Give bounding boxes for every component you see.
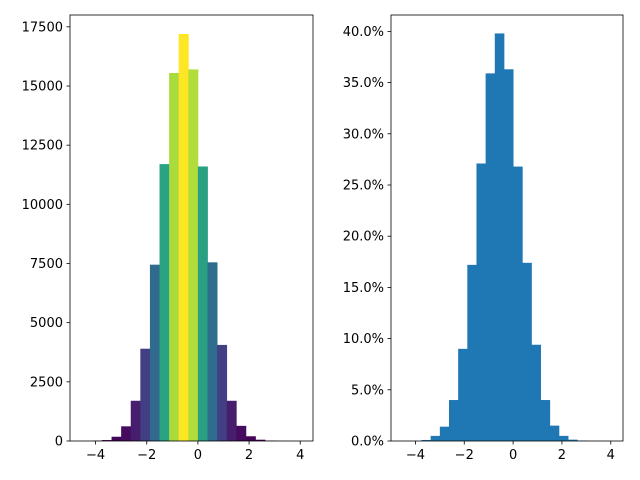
- y-tick-label: 0: [55, 435, 63, 450]
- axes-frame: [69, 14, 314, 442]
- bar: [449, 400, 459, 441]
- bar: [226, 400, 237, 441]
- x-tick-label: 4: [607, 448, 615, 463]
- bar: [568, 439, 578, 441]
- bar: [121, 426, 132, 441]
- x-tick-label: 0: [194, 448, 202, 463]
- y-axis: 0 2500 5000 7500 10000 12500 15000 17500: [22, 20, 70, 450]
- bar: [430, 435, 441, 441]
- x-tick-label: 2: [558, 448, 566, 463]
- y-tick-label: 15.0%: [343, 281, 384, 296]
- bar: [421, 439, 432, 441]
- bar: [540, 400, 551, 441]
- bar: [558, 435, 569, 441]
- y-tick-label: 35.0%: [343, 76, 384, 91]
- x-axis: −4 −2 0 2 4: [406, 441, 615, 463]
- bar: [439, 426, 450, 441]
- bar: [111, 436, 122, 441]
- bar: [207, 262, 218, 441]
- bar: [485, 73, 496, 442]
- y-tick-label: 0.0%: [351, 435, 384, 450]
- bar: [513, 166, 523, 441]
- x-axis: −4 −2 0 2 4: [86, 441, 304, 463]
- histogram-percent-chart: −4 −2 0 2 40.0%5.0%10.0%15.0%20.0%25.0%30.0%…: [343, 14, 624, 463]
- bars: [92, 33, 304, 442]
- bar: [236, 425, 247, 441]
- histogram-counts-chart: −4 −2 0 2 4 0 2500 5000 7500 10000 12500 15000 17500: [22, 14, 314, 463]
- y-tick-label: 5.0%: [351, 383, 384, 398]
- y-tick-label: 25.0%: [343, 178, 384, 193]
- axes-frame: [390, 14, 624, 442]
- x-tick-label: −4: [86, 448, 105, 463]
- bar: [130, 400, 141, 441]
- bar: [178, 33, 189, 442]
- x-tick-label: 2: [245, 448, 253, 463]
- bar: [458, 348, 468, 441]
- bar: [159, 164, 170, 441]
- bar: [101, 440, 112, 441]
- y-tick-label: 2500: [30, 375, 63, 390]
- bar: [467, 264, 477, 441]
- bar: [503, 69, 514, 442]
- y-tick-label: 20.0%: [343, 230, 384, 245]
- y-tick-label: 12500: [22, 139, 63, 154]
- bar: [531, 344, 541, 441]
- x-tick-label: −2: [455, 448, 474, 463]
- x-tick-label: −4: [406, 448, 425, 463]
- bars: [421, 33, 587, 442]
- bar: [522, 262, 532, 441]
- x-tick-label: 4: [296, 448, 304, 463]
- y-tick-label: 10.0%: [343, 332, 384, 347]
- y-tick-label: 7500: [30, 257, 63, 272]
- x-tick-label: 0: [509, 448, 517, 463]
- bar: [197, 166, 208, 441]
- bar: [169, 72, 180, 441]
- bar: [188, 69, 199, 442]
- bar: [255, 439, 266, 441]
- bar: [217, 344, 228, 441]
- y-tick-label: 17500: [22, 20, 63, 35]
- y-tick-label: 10000: [22, 198, 63, 213]
- bar: [494, 33, 505, 442]
- y-tick-label: 40.0%: [343, 25, 384, 40]
- bar: [245, 436, 256, 441]
- bar: [149, 264, 160, 441]
- bar: [549, 425, 560, 441]
- bar: [140, 348, 151, 441]
- x-tick-label: −2: [137, 448, 156, 463]
- y-tick-label: 5000: [30, 316, 63, 331]
- y-tick-label: 30.0%: [343, 127, 384, 142]
- y-tick-label: 15000: [22, 80, 63, 95]
- y-axis: 0.0% 5.0% 10.0% 15.0% 20.0% 25.0% 30.0% 35.0% 40…: [343, 25, 391, 450]
- bar: [476, 163, 487, 442]
